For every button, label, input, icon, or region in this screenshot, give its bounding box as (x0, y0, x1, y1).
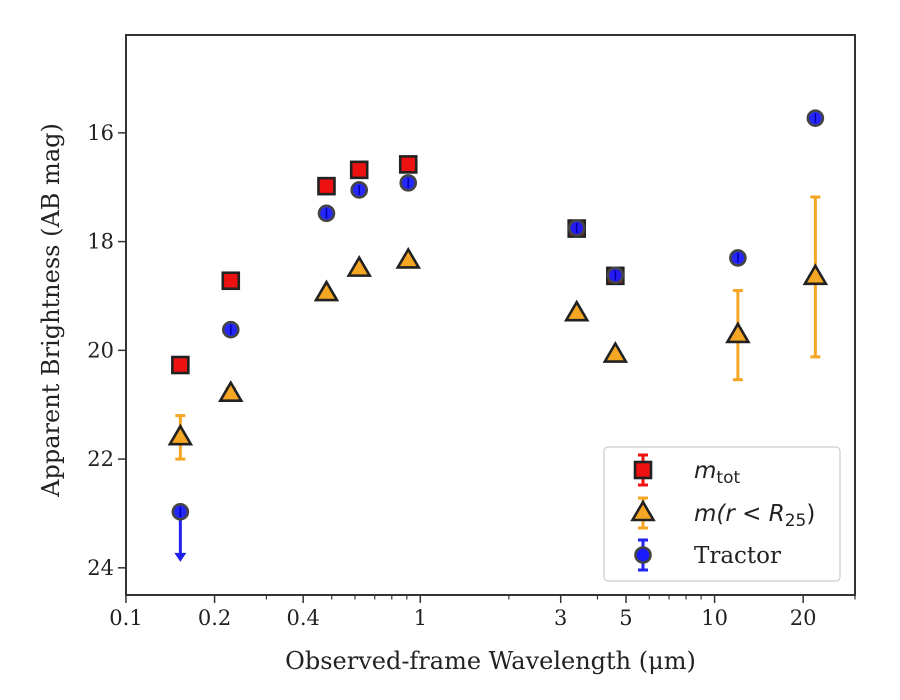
x-axis-ticks: 0.1 0.2 0.4 1 3 5 10 20 (109, 595, 856, 630)
legend: mtot m(r < R25) Tractor (603, 446, 841, 582)
data-point-triangle (802, 263, 829, 286)
legend-label-mtot: mtot (694, 458, 740, 488)
y-tick-label: 18 (87, 230, 114, 254)
data-point-triangle (313, 279, 340, 302)
legend-label-sub: 25 (785, 511, 807, 531)
x-axis-label: Observed-frame Wavelength (μm) (285, 647, 696, 675)
legend-label-sub: tot (716, 468, 740, 488)
series-circle (171, 109, 825, 562)
x-tick-label: 10 (701, 606, 728, 630)
y-tick-label: 20 (87, 338, 114, 362)
data-point-triangle (346, 255, 372, 277)
y-tick-label: 24 (87, 556, 114, 580)
plot-marks (167, 109, 829, 562)
x-tick-label: 20 (790, 606, 817, 630)
x-tick-label: 0.1 (109, 606, 142, 630)
series-triangle (167, 195, 829, 461)
legend-label-main: m(r < R (694, 501, 785, 527)
y-axis-label: Apparent Brightness (AB mag) (37, 123, 65, 498)
data-point-triangle (563, 299, 590, 322)
y-tick-label: 16 (87, 121, 114, 145)
x-tick-label: 0.2 (198, 606, 231, 630)
data-point-triangle (395, 246, 422, 269)
plot-frame (125, 34, 856, 596)
legend-label-close: ) (806, 501, 815, 527)
x-tick-label: 1 (414, 606, 427, 630)
legend-marker-square (633, 460, 653, 480)
data-point-triangle (167, 423, 194, 446)
legend-box (603, 446, 841, 582)
x-tick-label: 3 (554, 606, 567, 630)
upper-limit-arrowhead (174, 552, 187, 562)
data-point-triangle (218, 380, 244, 402)
data-point-square (349, 160, 369, 180)
x-tick-label: 0.4 (286, 606, 319, 630)
legend-marker-triangle (630, 499, 656, 522)
legend-marker-circle (634, 546, 652, 564)
data-point-triangle (602, 340, 629, 363)
legend-label-m: m (694, 458, 716, 484)
data-point-triangle (725, 321, 751, 344)
y-axis-ticks: 16 18 20 22 24 (87, 121, 126, 580)
data-point-square (317, 176, 336, 196)
y-tick-label: 22 (87, 447, 114, 471)
legend-label-tractor: Tractor (694, 543, 781, 569)
data-point-square (221, 271, 241, 291)
data-point-square (171, 355, 190, 375)
x-tick-label: 5 (619, 606, 632, 630)
data-point-square (398, 155, 418, 174)
legend-label-mr25: m(r < R25) (694, 501, 815, 531)
